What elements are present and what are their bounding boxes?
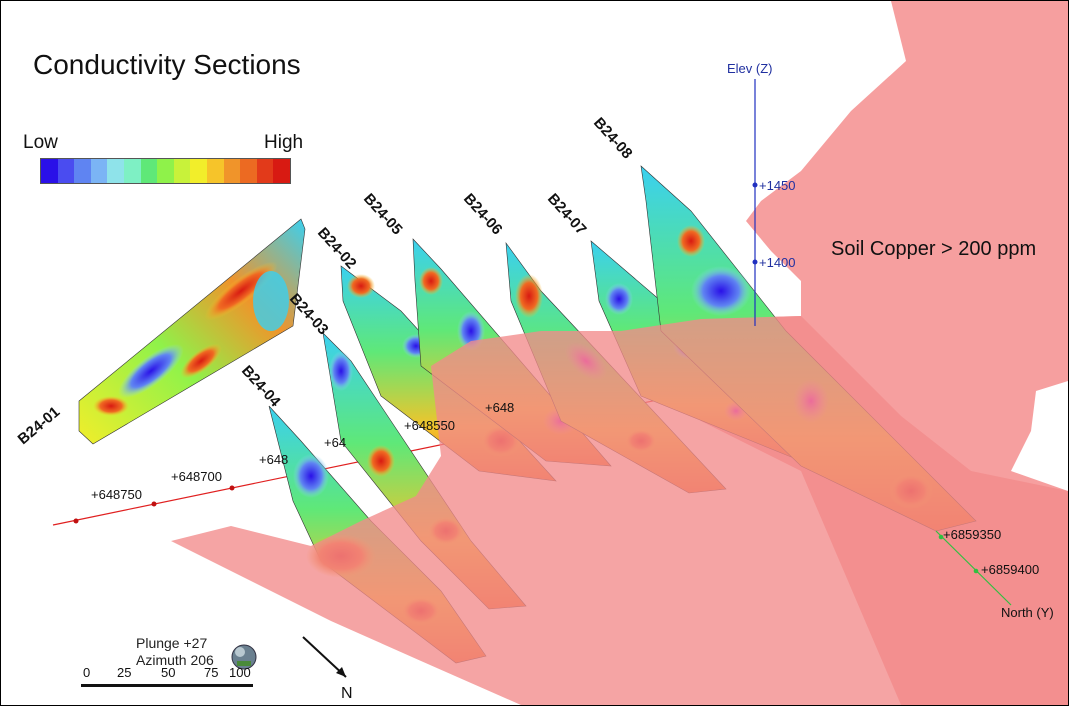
soil-copper-overlay-front xyxy=(171,316,1068,705)
legend-swatch xyxy=(190,159,207,183)
section-label-b24-07: B24-07 xyxy=(544,190,590,238)
northing-axis-title: North (Y) xyxy=(1001,605,1054,620)
easting-label-2: +648700 xyxy=(171,469,222,484)
section-label-b24-06: B24-06 xyxy=(460,190,506,238)
legend-swatch xyxy=(223,159,241,183)
elevation-label-1400: +1400 xyxy=(759,255,796,270)
elevation-tick-1450 xyxy=(752,182,758,188)
legend-swatch xyxy=(206,159,224,183)
legend-swatch xyxy=(90,159,108,183)
conductivity-color-scale xyxy=(40,158,291,184)
scale-label-25: 25 xyxy=(117,665,132,680)
northing-tick-2 xyxy=(973,568,979,574)
north-label: N xyxy=(341,685,353,702)
easting-label-6: +648 xyxy=(485,400,514,415)
north-arrow-icon xyxy=(302,636,347,678)
scale-bar xyxy=(81,684,253,687)
orientation-globe-icon[interactable] xyxy=(231,644,257,670)
legend-swatch xyxy=(256,159,274,183)
legend-swatch xyxy=(173,159,191,183)
plunge-label: Plunge +27 xyxy=(136,635,207,651)
map-title: Conductivity Sections xyxy=(33,49,301,80)
soil-copper-label: Soil Copper > 200 ppm xyxy=(831,238,1037,260)
northing-tick-1 xyxy=(938,534,944,540)
section-label-b24-08: B24-08 xyxy=(590,114,636,162)
legend-swatch xyxy=(273,159,290,183)
easting-label-5: +648550 xyxy=(404,418,455,433)
legend-low-label: Low xyxy=(23,132,58,153)
azimuth-label: Azimuth 206 xyxy=(136,652,214,668)
legend-swatch xyxy=(157,159,174,183)
elevation-label-1450: +1450 xyxy=(759,178,796,193)
legend-swatch xyxy=(41,159,58,183)
legend-swatch xyxy=(240,159,257,183)
northing-label-1: +6859350 xyxy=(943,527,1001,542)
scale-label-100: 100 xyxy=(229,665,251,680)
legend-swatch xyxy=(123,159,141,183)
legend-swatch xyxy=(74,159,91,183)
section-b24-01[interactable] xyxy=(78,218,306,445)
legend-swatch xyxy=(107,159,124,183)
legend-high-label: High xyxy=(264,132,304,153)
section-label-b24-02: B24-02 xyxy=(314,224,360,272)
northing-axis-line xyxy=(935,530,1012,606)
easting-label-3: +648 xyxy=(259,452,288,467)
elevation-tick-1400 xyxy=(752,259,758,265)
section-label-b24-05: B24-05 xyxy=(360,190,406,238)
legend-swatch xyxy=(57,159,75,183)
scale-label-0: 0 xyxy=(83,665,91,680)
easting-label-4: +64 xyxy=(324,435,346,450)
easting-label-1: +648750 xyxy=(91,487,142,502)
scale-label-50: 50 xyxy=(161,665,176,680)
legend-swatch xyxy=(140,159,158,183)
section-label-b24-01: B24-01 xyxy=(15,403,64,448)
scale-label-75: 75 xyxy=(204,665,219,680)
elevation-axis-title: Elev (Z) xyxy=(727,61,773,76)
northing-label-2: +6859400 xyxy=(981,562,1039,577)
section-label-b24-04: B24-04 xyxy=(238,362,284,410)
